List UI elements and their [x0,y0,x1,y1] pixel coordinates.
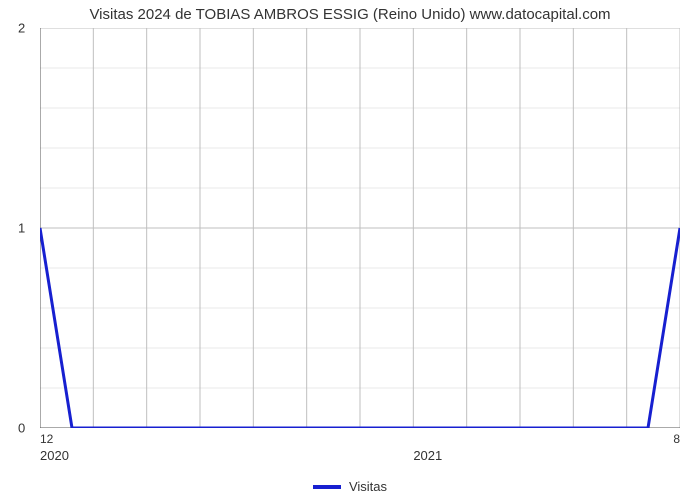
y-axis-label: 2 [18,21,25,36]
legend: Visitas [0,479,700,494]
legend-label: Visitas [349,479,387,494]
x-category-label: 2020 [40,448,69,463]
y-axis-label: 0 [18,421,25,436]
x-end-value: 12 [40,432,53,446]
chart-svg [40,28,680,428]
legend-swatch [313,485,341,489]
x-end-value: 8 [673,432,680,446]
y-axis-label: 1 [18,221,25,236]
visits-chart: Visitas 2024 de TOBIAS AMBROS ESSIG (Rei… [0,0,700,500]
chart-title: Visitas 2024 de TOBIAS AMBROS ESSIG (Rei… [0,6,700,23]
x-category-label: 2021 [413,448,442,463]
plot-area [40,28,680,428]
